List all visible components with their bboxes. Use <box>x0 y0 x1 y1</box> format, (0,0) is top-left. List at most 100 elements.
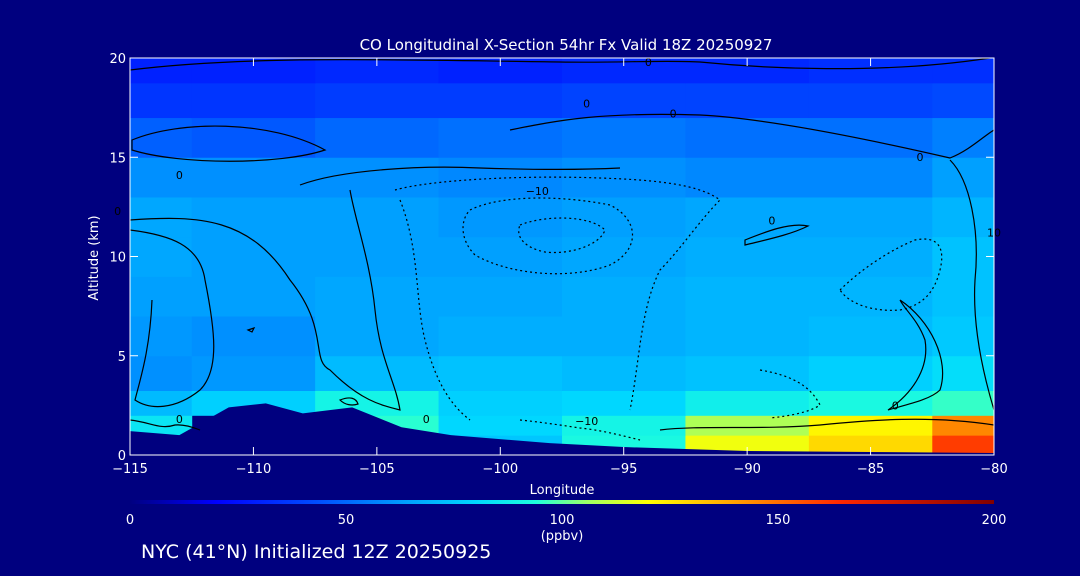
heatmap-cell <box>315 316 440 357</box>
heatmap-cell <box>438 82 563 119</box>
heatmap-cell <box>808 276 933 317</box>
y-axis-label: Altitude (km) <box>87 215 102 300</box>
contour-line <box>744 224 810 246</box>
y-tick-label: 15 <box>109 151 126 166</box>
heatmap-cell <box>130 196 193 238</box>
x-tick-label: −80 <box>980 462 1007 477</box>
contour-line <box>246 326 256 333</box>
heatmap-cell <box>932 196 994 238</box>
heatmap-cell <box>191 316 316 357</box>
x-tick-label: −110 <box>236 462 272 477</box>
heatmap-cell <box>808 415 933 436</box>
heatmap-cell <box>808 117 933 158</box>
heatmap-cell <box>932 82 994 119</box>
x-tick-label: −105 <box>359 462 395 477</box>
heatmap-cell <box>808 82 933 119</box>
heatmap-cell <box>438 355 563 391</box>
heatmap-cell <box>130 316 193 357</box>
heatmap-cell <box>130 157 193 198</box>
heatmap-cell <box>808 196 933 238</box>
contour-label: −10 <box>526 185 549 198</box>
contour-line <box>509 113 994 159</box>
heatmap-cell <box>562 236 686 277</box>
heatmap-cell <box>562 196 686 238</box>
heatmap-cell <box>685 316 810 357</box>
heatmap-cell <box>808 355 933 391</box>
heatmap-cell <box>130 82 193 119</box>
heatmap-cell <box>562 415 686 436</box>
footer-info: NYC (41°N) Initialized 12Z 20250925 <box>141 541 492 563</box>
contour-line <box>299 166 621 186</box>
heatmap-cell <box>191 276 316 317</box>
contour-label: 0 <box>645 56 652 69</box>
contour-label: 0 <box>583 98 590 111</box>
x-tick-label: −95 <box>610 462 637 477</box>
heatmap-cell <box>438 157 563 198</box>
heatmap-cell <box>808 316 933 357</box>
heatmap-cell <box>685 82 810 119</box>
heatmap-cell <box>932 236 994 277</box>
heatmap-cell <box>562 157 686 198</box>
colorbar <box>130 500 994 504</box>
contour-line <box>130 229 215 408</box>
contour-label: 0 <box>670 108 677 121</box>
heatmap-cell <box>562 82 686 119</box>
heatmap-cell <box>932 435 994 455</box>
heatmap-cell <box>685 196 810 238</box>
contour-line <box>130 58 991 71</box>
heatmap-cell <box>808 435 933 455</box>
heatmap-cell <box>191 236 316 277</box>
terrain-layer <box>130 403 994 455</box>
contour-line <box>519 419 641 441</box>
contour-label: 0 <box>916 151 923 164</box>
heatmap-cells <box>130 58 994 455</box>
heatmap-cell <box>685 435 810 455</box>
heatmap-cell <box>685 355 810 391</box>
contour-label: 0 <box>114 205 121 218</box>
contour-label: 0 <box>892 399 899 412</box>
heatmap-cell <box>438 276 563 317</box>
y-tick-label: 0 <box>118 449 126 464</box>
heatmap-cell <box>130 415 193 436</box>
colorbar-tick-label: 200 <box>982 513 1007 528</box>
heatmap-cell <box>685 117 810 158</box>
heatmap-cell <box>685 390 810 416</box>
contour-line <box>130 419 201 431</box>
y-tick-label: 20 <box>109 52 126 67</box>
chart-title: CO Longitudinal X-Section 54hr Fx Valid … <box>360 36 773 54</box>
heatmap-cell <box>315 117 440 158</box>
terrain <box>130 403 994 455</box>
heatmap-cell <box>438 415 563 436</box>
heatmap-cell <box>438 316 563 357</box>
heatmap-cell <box>932 276 994 317</box>
heatmap-cell <box>315 82 440 119</box>
heatmap-cell <box>130 355 193 391</box>
heatmap-cell <box>562 276 686 317</box>
contour-label: −10 <box>575 415 598 428</box>
heatmap-cell <box>438 236 563 277</box>
contour-line <box>839 238 943 311</box>
x-axis-label: Longitude <box>530 483 595 498</box>
contour-line <box>394 176 721 411</box>
contour-label: 0 <box>423 413 430 426</box>
heatmap-cell <box>562 355 686 391</box>
heatmap-cell <box>191 196 316 238</box>
heatmap-cell <box>685 236 810 277</box>
contour-line <box>659 418 994 431</box>
heatmap-cell <box>438 390 563 416</box>
heatmap-cell <box>685 415 810 436</box>
heatmap-cell <box>932 415 994 436</box>
heatmap-cell <box>808 157 933 198</box>
heatmap-cell <box>130 236 193 277</box>
contour-line <box>130 189 401 411</box>
heatmap-cell <box>130 117 193 158</box>
colorbar-ticks: 0 50 100 150 200 <box>126 513 1007 528</box>
heatmap-cell <box>438 196 563 238</box>
heatmap-cell <box>562 390 686 416</box>
heatmap-cell <box>191 157 316 198</box>
heatmap-cell <box>685 276 810 317</box>
contour-line <box>518 217 606 254</box>
heatmap-cell <box>562 117 686 158</box>
colorbar-tick-label: 150 <box>766 513 791 528</box>
colorbar-tick-label: 50 <box>338 513 355 528</box>
